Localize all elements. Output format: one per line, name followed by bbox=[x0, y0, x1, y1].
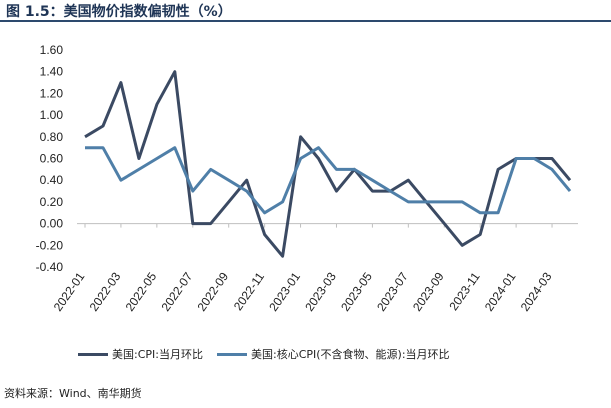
y-axis: 1.60 1.40 1.20 1.00 0.80 0.60 0.40 0.20 0.00 -0.2… bbox=[36, 43, 64, 274]
x-tick-label: 2022-01 bbox=[51, 269, 88, 313]
x-tick-label: 2022-09 bbox=[194, 269, 231, 313]
x-tick-label: 2023-03 bbox=[302, 269, 339, 313]
legend-label-cpi: 美国:CPI:当月环比 bbox=[112, 348, 203, 361]
series-layer bbox=[84, 70, 572, 258]
legend-label-core-cpi: 美国:核心CPI(不含食物、能源):当月环比 bbox=[250, 348, 450, 361]
legend-item-core-cpi: 美国:核心CPI(不含食物、能源):当月环比 bbox=[216, 346, 450, 362]
series-line-core-cpi bbox=[85, 146, 572, 215]
title-bar: 图 1.5：美国物价指数偏韧性（%） bbox=[0, 0, 611, 22]
x-tick-label: 2024-01 bbox=[482, 269, 519, 313]
x-tick-label: 2023-09 bbox=[410, 269, 447, 313]
y-tick-label: 0.00 bbox=[40, 217, 64, 231]
line-chart: 1.60 1.40 1.20 1.00 0.80 0.60 0.40 0.20 0.00 -0.2… bbox=[36, 43, 578, 314]
y-tick-label: 0.80 bbox=[40, 130, 64, 144]
y-tick-label: 0.20 bbox=[40, 195, 64, 209]
y-tick-label: 1.40 bbox=[40, 65, 64, 79]
x-tick-label: 2022-11 bbox=[231, 269, 267, 313]
y-tick-label: 0.40 bbox=[40, 173, 64, 187]
x-tick-label: 2024-03 bbox=[518, 269, 555, 313]
series-line-cpi bbox=[84, 70, 572, 258]
chart-title: 图 1.5：美国物价指数偏韧性（%） bbox=[6, 4, 232, 20]
legend-swatch-cpi bbox=[78, 352, 108, 356]
x-tick-label: 2023-01 bbox=[266, 269, 303, 313]
x-tick-label: 2023-07 bbox=[374, 269, 411, 313]
y-tick-label: 0.60 bbox=[40, 152, 64, 166]
legend: 美国:CPI:当月环比 美国:核心CPI(不含食物、能源):当月环比 bbox=[78, 346, 464, 362]
y-tick-label: 1.60 bbox=[40, 43, 64, 57]
y-tick-label: 1.20 bbox=[40, 86, 64, 100]
x-tick-label: 2022-05 bbox=[123, 269, 160, 313]
x-tick-label: 2023-05 bbox=[338, 269, 375, 313]
x-tick-label: 2023-11 bbox=[446, 269, 482, 313]
x-tick-label: 2022-03 bbox=[87, 269, 124, 313]
legend-swatch-core-cpi bbox=[216, 352, 247, 356]
y-tick-label: 1.00 bbox=[40, 108, 64, 122]
x-axis: 2022-01 2022-03 2022-05 2022-07 2022-09 2022-… bbox=[51, 223, 578, 314]
source-note: 资料来源：Wind、南华期货 bbox=[4, 387, 142, 400]
y-tick-label: -0.40 bbox=[36, 260, 64, 274]
legend-item-cpi: 美国:CPI:当月环比 bbox=[78, 346, 203, 362]
y-tick-label: -0.20 bbox=[36, 238, 64, 252]
x-tick-label: 2022-07 bbox=[159, 269, 196, 313]
